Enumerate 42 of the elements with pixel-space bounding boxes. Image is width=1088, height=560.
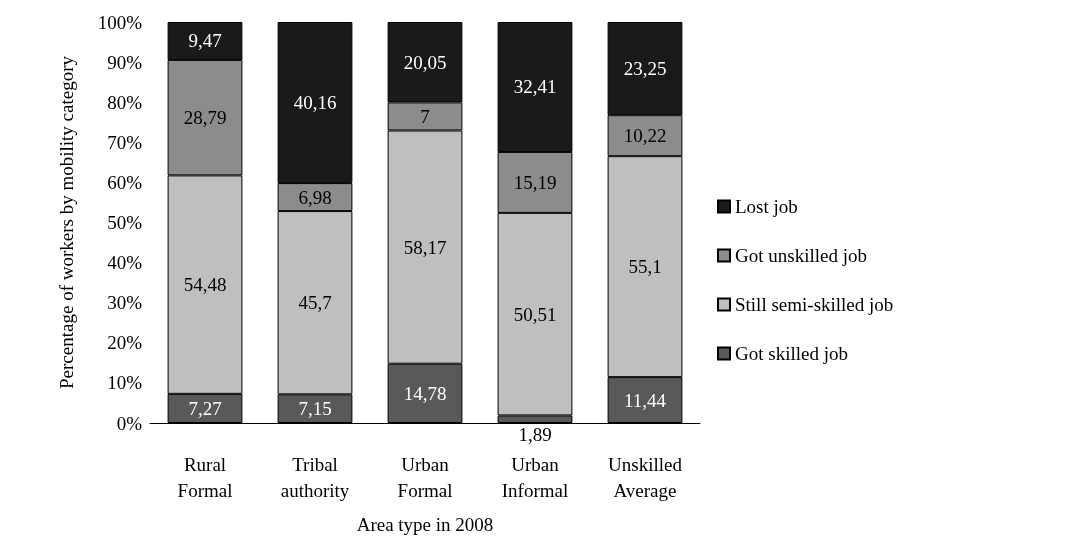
x-tick-label: Urban Formal: [397, 453, 453, 501]
data-label: 28,79: [183, 107, 227, 129]
data-label: 7,15: [298, 398, 332, 420]
data-label: 6,98: [298, 186, 332, 208]
y-tick-label: 70%: [107, 131, 143, 153]
data-label: 23,25: [623, 58, 667, 80]
data-label: 7,27: [188, 397, 222, 419]
data-label: 20,05: [403, 51, 447, 73]
x-axis-title: Area type in 2008: [356, 514, 494, 535]
x-tick-label: Tribal authority: [280, 453, 350, 501]
x-tick-label: Urban Informal: [501, 453, 569, 501]
data-label: 1,89: [518, 424, 552, 445]
data-label: 54,48: [183, 274, 227, 296]
data-label: 11,44: [623, 389, 667, 411]
data-label: 7: [420, 105, 430, 127]
x-tick-label: Rural Formal: [177, 453, 233, 501]
data-label: 58,17: [403, 236, 447, 258]
y-tick-label: 0%: [116, 412, 143, 434]
data-label: 9,47: [188, 30, 222, 52]
legend-label: Got unskilled job: [735, 245, 867, 266]
y-tick-label: 50%: [107, 212, 143, 233]
data-label: 32,41: [513, 76, 557, 98]
data-label: 14,78: [403, 382, 447, 404]
legend-label: Got skilled job: [735, 343, 848, 364]
y-tick-label: 20%: [107, 332, 143, 354]
y-tick-label: 30%: [107, 292, 143, 314]
y-tick-label: 40%: [107, 252, 143, 274]
y-tick-label: 100%: [97, 11, 143, 33]
y-tick-label: 90%: [107, 51, 143, 73]
data-label: 50,51: [513, 303, 557, 325]
x-tick-label: Unskilled Average: [608, 453, 683, 501]
data-label: 10,22: [623, 125, 667, 147]
y-tick-label: 80%: [107, 91, 143, 113]
data-label: 55,1: [628, 256, 662, 278]
data-label: 40,16: [293, 92, 337, 114]
legend-label: Lost job: [735, 196, 798, 217]
data-label: 45,7: [298, 292, 332, 314]
y-tick-label: 60%: [107, 171, 143, 193]
legend-label: Still semi-skilled job: [735, 294, 894, 315]
y-tick-label: 10%: [107, 372, 143, 394]
data-label: 15,19: [513, 171, 557, 193]
y-axis-title: Percentage of workers by mobility category: [55, 55, 77, 389]
